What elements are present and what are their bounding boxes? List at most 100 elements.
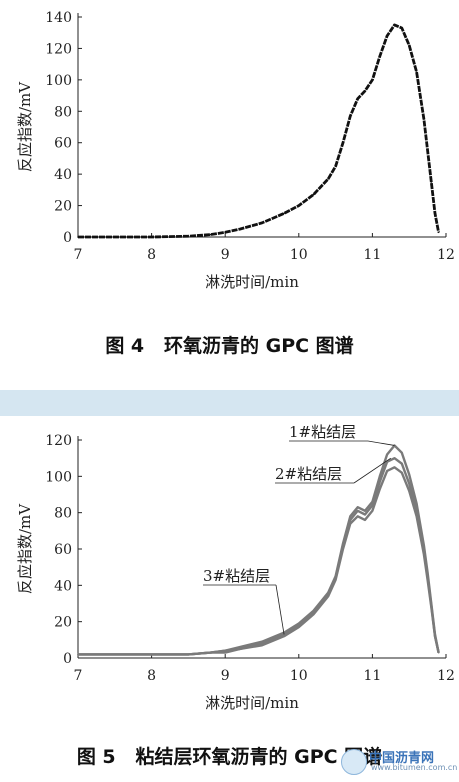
data-point [224, 649, 226, 652]
data-point [423, 553, 425, 556]
y-tick-label: 60 [54, 542, 72, 558]
data-point [415, 515, 418, 518]
y-tick-label: 40 [54, 167, 72, 183]
data-point [349, 519, 352, 521]
x-tick-label: 8 [147, 247, 156, 263]
data-point [423, 118, 425, 120]
data-point [327, 178, 330, 180]
data-point [187, 235, 190, 238]
data-point [298, 204, 300, 207]
data-point [378, 475, 381, 478]
data-point [261, 644, 263, 647]
data-point [378, 480, 381, 483]
data-point [283, 635, 285, 637]
y-tick-label: 0 [63, 230, 72, 246]
data-point [434, 635, 436, 637]
gpc-chart-bond-layer: 0 20 40 60 80 100 120 7 8 9 10 11 12 淋洗时间/min 反应指数/mV 1… [16, 423, 455, 712]
figure-4-caption: 图 4 环氧沥青的 GPC 图谱 [105, 335, 354, 357]
y-axis-label: 反应指数/mV [16, 503, 34, 594]
y-tick-label: 100 [45, 73, 72, 89]
data-point [334, 165, 337, 168]
section-divider [0, 390, 459, 416]
x-tick-label: 12 [437, 247, 455, 263]
y-tick-label: 0 [63, 651, 72, 667]
data-point [393, 24, 396, 26]
x-tick-label: 8 [147, 668, 156, 684]
series-annotation-3: 3#粘结层 [203, 567, 270, 585]
data-point [298, 626, 300, 628]
data-point [393, 466, 396, 469]
watermark-url: www.bitumen.com.cn [371, 763, 458, 772]
x-tick-label: 9 [221, 247, 230, 263]
annotation-leader-line [367, 440, 395, 446]
x-tick-label: 11 [363, 668, 381, 684]
data-point [224, 651, 226, 654]
data-point [415, 71, 418, 73]
data-point [356, 506, 359, 509]
data-point [114, 653, 116, 656]
data-point [283, 212, 285, 215]
data-point [415, 502, 418, 505]
series-line-3 [78, 466, 440, 656]
data-point [349, 515, 352, 518]
data-point [386, 453, 388, 456]
x-tick-label: 7 [74, 668, 83, 684]
data-point [349, 115, 352, 117]
series-line-1 [78, 23, 440, 239]
data-point [187, 653, 190, 656]
data-point [430, 606, 433, 608]
data-point [334, 579, 337, 581]
data-point [437, 231, 440, 234]
series-annotation-1: 1#粘结层 [289, 423, 356, 441]
data-point [393, 457, 396, 459]
data-point [150, 236, 153, 238]
annotation-leader-line [275, 584, 285, 635]
y-tick-label: 120 [45, 41, 72, 57]
data-point [356, 97, 359, 100]
data-point [401, 451, 403, 454]
data-point [342, 141, 344, 144]
data-point [356, 510, 359, 512]
x-tick-label: 10 [290, 247, 308, 263]
gpc-chart-epoxy-asphalt: 0 20 40 60 80 100 120 140 7 8 9 10 11 12 淋洗时间/min 反应指数/… [16, 10, 455, 291]
data-point [401, 462, 403, 465]
x-tick-label: 9 [221, 668, 230, 684]
data-point [312, 193, 315, 196]
data-point [150, 653, 153, 656]
x-tick-label: 12 [437, 668, 455, 684]
y-tick-label: 20 [54, 199, 72, 215]
data-point [401, 471, 403, 474]
globe-icon [341, 749, 367, 775]
y-tick-label: 80 [54, 104, 72, 120]
data-point [364, 513, 366, 516]
data-point [356, 515, 359, 518]
data-point [434, 212, 436, 215]
data-point [77, 236, 79, 238]
data-point [224, 231, 226, 234]
data-point [408, 482, 411, 485]
data-point [312, 613, 315, 616]
series-line-2 [78, 457, 440, 656]
y-axis-label: 反应指数/mV [16, 81, 34, 172]
data-point [239, 228, 241, 230]
series-annotation-2: 2#粘结层 [275, 465, 342, 483]
data-point [114, 236, 116, 238]
y-tick-label: 60 [54, 136, 72, 152]
data-point [239, 646, 241, 648]
data-point [371, 510, 374, 512]
annotation-leader-line [353, 457, 392, 484]
site-watermark: 中国沥青网 www.bitumen.com.cn [341, 746, 457, 776]
x-axis-label: 淋洗时间/min [205, 694, 299, 712]
data-point [371, 79, 374, 81]
data-point [386, 470, 388, 472]
data-point [426, 149, 429, 152]
data-point [378, 55, 381, 58]
data-point [408, 490, 411, 492]
x-tick-label: 7 [74, 247, 83, 263]
y-tick-label: 20 [54, 615, 72, 631]
data-point [401, 27, 403, 29]
y-tick-label: 140 [45, 10, 72, 26]
data-point [261, 222, 263, 224]
data-point [426, 579, 429, 581]
